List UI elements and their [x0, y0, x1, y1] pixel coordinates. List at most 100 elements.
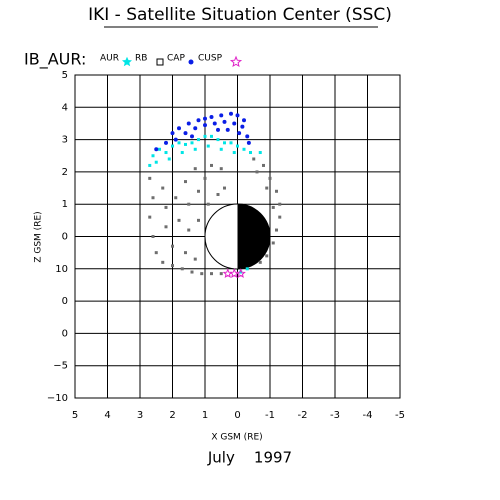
point — [180, 151, 184, 155]
point — [245, 134, 250, 139]
point — [278, 202, 282, 206]
point — [206, 144, 210, 148]
point — [151, 154, 155, 158]
y-tick-label: 0 — [62, 328, 68, 339]
point — [184, 142, 187, 146]
point — [154, 251, 158, 255]
point — [210, 272, 213, 276]
point — [148, 215, 152, 219]
y-axis-label: Z GSM (RE) — [34, 211, 44, 262]
point — [184, 251, 187, 255]
point — [161, 260, 165, 264]
x-tick-label: -2 — [298, 410, 308, 421]
point — [235, 113, 240, 118]
point — [200, 272, 204, 276]
x-tick-label: 4 — [104, 410, 110, 421]
point — [278, 215, 282, 219]
y-tick-label: 4 — [62, 102, 68, 113]
point — [232, 151, 236, 155]
point — [216, 138, 220, 142]
point — [190, 134, 194, 139]
point — [240, 124, 245, 129]
point — [271, 241, 275, 245]
point — [148, 176, 152, 180]
point — [232, 121, 237, 126]
point — [193, 126, 198, 131]
x-tick-label: 0 — [234, 410, 240, 421]
point — [164, 225, 168, 229]
y-tick-label: 5 — [62, 70, 68, 81]
legend-symbol — [122, 56, 132, 67]
point — [239, 270, 243, 274]
point — [161, 186, 165, 190]
point — [148, 163, 152, 167]
legend-label: RB — [135, 54, 147, 64]
point — [252, 157, 256, 161]
point — [229, 111, 233, 116]
point — [222, 119, 227, 124]
point — [249, 151, 252, 155]
point — [167, 157, 171, 161]
point — [154, 160, 158, 164]
y-tick-label: 10 — [55, 264, 68, 275]
point — [223, 186, 226, 190]
point — [245, 267, 249, 271]
point — [203, 116, 207, 121]
point — [177, 126, 181, 131]
point — [275, 189, 278, 193]
point — [206, 202, 210, 206]
point — [158, 147, 161, 151]
point — [268, 176, 272, 180]
point — [219, 272, 223, 276]
point — [229, 141, 233, 145]
point — [265, 186, 269, 190]
y-tick-label: −10 — [47, 393, 68, 404]
y-tick-label: 0 — [62, 296, 68, 307]
x-tick-label: 3 — [137, 410, 143, 421]
point — [219, 147, 223, 151]
point — [225, 127, 230, 132]
x-tick-label: -3 — [330, 410, 340, 421]
point — [151, 235, 155, 238]
point — [177, 218, 181, 222]
point — [171, 244, 174, 248]
x-tick-label: 5 — [72, 410, 78, 421]
point — [203, 176, 207, 180]
point — [164, 140, 168, 145]
point — [219, 167, 223, 171]
point — [174, 196, 178, 200]
point — [164, 151, 168, 155]
point — [190, 270, 194, 274]
point — [246, 140, 251, 145]
point — [196, 118, 201, 123]
point — [187, 202, 191, 206]
point — [171, 144, 174, 148]
point — [212, 121, 217, 126]
point — [186, 121, 191, 126]
point — [210, 163, 213, 167]
point — [193, 167, 197, 171]
point — [187, 228, 191, 232]
point — [170, 131, 175, 136]
y-tick-label: 3 — [62, 135, 68, 146]
point — [210, 134, 213, 138]
point — [190, 141, 194, 145]
legend-symbol — [156, 58, 164, 66]
point — [258, 260, 262, 264]
point — [262, 163, 265, 167]
chart-title: IKI - Satellite Situation Center (SSC) — [88, 5, 392, 25]
x-tick-label: 2 — [169, 410, 175, 421]
point — [258, 151, 262, 155]
footer: July 1997 — [207, 449, 292, 467]
point — [222, 268, 233, 278]
point — [229, 268, 240, 278]
point — [209, 114, 214, 119]
legend-label: AUR — [100, 54, 119, 64]
point — [184, 180, 187, 184]
point — [177, 141, 181, 145]
point — [255, 170, 259, 174]
point — [183, 131, 188, 136]
point — [197, 218, 200, 222]
x-tick-label: -5 — [395, 410, 405, 421]
